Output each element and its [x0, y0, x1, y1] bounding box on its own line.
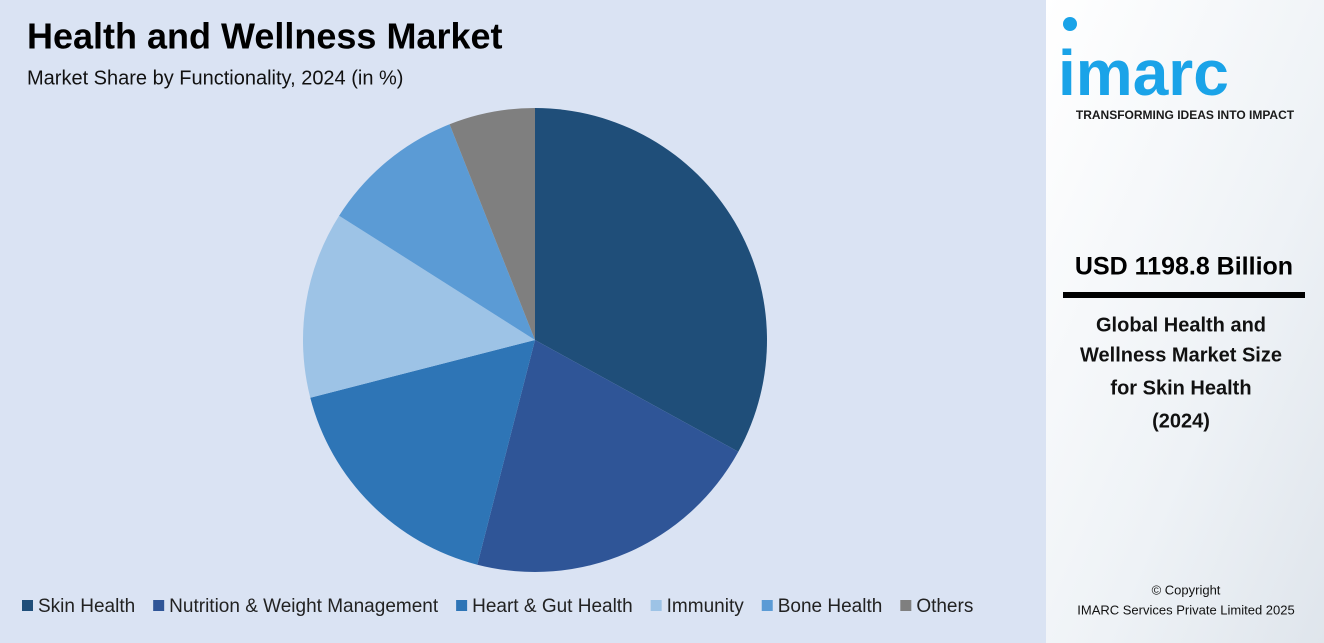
logo: imarc [1058, 37, 1229, 109]
legend-swatch [456, 600, 468, 611]
legend-label: Nutrition & Weight Management [169, 596, 439, 617]
legend-label: Heart & Gut Health [472, 596, 633, 617]
pie-slice [449, 108, 535, 340]
legend-swatch [153, 600, 165, 611]
chart-title: Health and Wellness Market [27, 16, 503, 57]
logo-dot [1063, 17, 1077, 31]
legend-label: Immunity [667, 596, 745, 617]
sidebar-background [1046, 0, 1324, 643]
description-line: Wellness Market Size [1080, 344, 1282, 366]
copyright: © Copyright [1152, 582, 1221, 597]
description-line: (2024) [1152, 410, 1210, 432]
pie-slice [535, 108, 767, 452]
legend-swatch [22, 600, 33, 611]
headline: USD 1198.8 Billion [1075, 253, 1293, 281]
copyright: IMARC Services Private Limited 2025 [1077, 602, 1294, 617]
divider [1063, 292, 1305, 298]
description-line: for Skin Health [1110, 377, 1251, 399]
legend-label: Bone Health [778, 596, 883, 617]
tagline: TRANSFORMING IDEAS INTO IMPACT [1076, 108, 1295, 122]
description-line: Global Health and [1096, 314, 1266, 336]
legend: Skin Health Nutrition & Weight Management… [22, 596, 973, 617]
legend-label: Skin Health [38, 596, 135, 617]
pie-slice [303, 215, 535, 398]
legend-swatch [650, 600, 662, 611]
legend-swatch [900, 600, 912, 611]
pie [303, 108, 767, 572]
legend-swatch [761, 600, 773, 611]
chart-subtitle: Market Share by Functionality, 2024 (in … [27, 67, 403, 89]
pie-slice [310, 340, 535, 565]
pie-slice [477, 340, 739, 572]
pie-slice [339, 124, 535, 340]
legend-label: Others [916, 596, 973, 617]
